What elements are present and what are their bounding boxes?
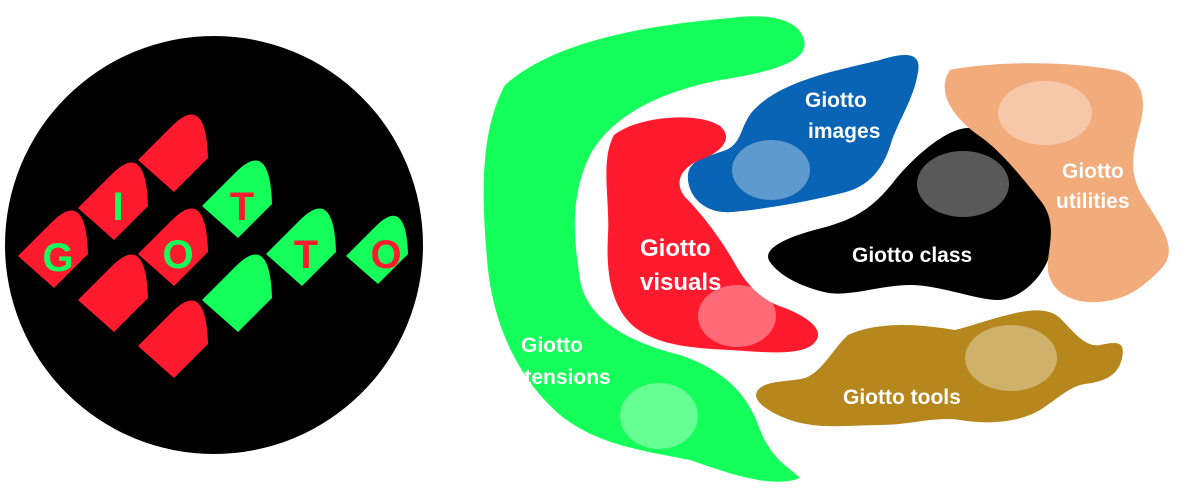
logo-letter-t2: T — [294, 233, 318, 277]
images-label-line1: Giotto — [805, 89, 867, 112]
logo-letter-o: O — [162, 233, 193, 277]
extensions-highlight — [620, 383, 698, 449]
giotto-logo: G I O T T O — [5, 36, 423, 454]
logo-letter-o2: O — [370, 233, 401, 277]
logo-petal-top — [138, 114, 208, 192]
class-blob — [768, 128, 1054, 300]
images-label-line2: images — [808, 120, 880, 143]
images-highlight — [732, 140, 810, 200]
logo-petal-lower-left — [78, 254, 148, 332]
utilities-blob — [944, 63, 1169, 303]
logo-petal-o2 — [346, 215, 408, 284]
logo-letter-t1: T — [230, 185, 254, 229]
logo-petal-g — [18, 210, 88, 288]
logo-petal-bottom — [138, 300, 208, 378]
images-blob — [687, 55, 919, 213]
logo-petal-lower-green — [202, 254, 272, 332]
class-label: Giotto class — [852, 244, 972, 267]
class-highlight — [917, 151, 1009, 217]
logo-petal-o — [138, 208, 208, 286]
extensions-label-line1: Giotto — [521, 334, 583, 357]
utilities-highlight — [998, 81, 1092, 145]
logo-petal-t2 — [266, 208, 336, 286]
utilities-label-line2: utilities — [1056, 190, 1130, 213]
visuals-highlight — [698, 285, 776, 347]
utilities-label-line1: Giotto — [1062, 160, 1124, 183]
tools-label: Giotto tools — [843, 386, 961, 409]
logo-petal-t1 — [202, 160, 272, 238]
tools-highlight — [965, 325, 1057, 391]
extensions-label-line2: extensions — [501, 366, 611, 389]
module-map: Giotto extensions Giotto images Giotto v… — [483, 16, 1169, 482]
tools-blob — [756, 310, 1123, 427]
visuals-label-line1: Giotto — [640, 235, 711, 262]
extensions-blob — [483, 16, 805, 482]
logo-letter-i: I — [112, 185, 123, 229]
logo-petal-i — [78, 162, 148, 240]
visuals-label-line2: visuals — [640, 269, 721, 296]
logo-letter-g: G — [42, 236, 73, 280]
visuals-blob — [606, 117, 819, 353]
logo-disc — [5, 36, 423, 454]
